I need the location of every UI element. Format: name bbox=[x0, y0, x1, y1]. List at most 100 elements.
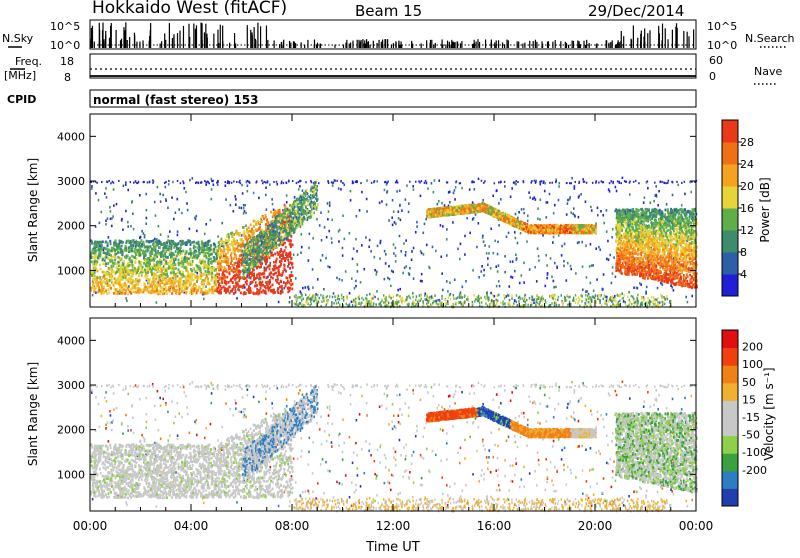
power-cell bbox=[478, 222, 480, 225]
power-cell bbox=[116, 203, 118, 206]
power-cell bbox=[111, 225, 113, 228]
power-cell bbox=[519, 282, 521, 285]
power-cell bbox=[361, 297, 362, 300]
power-cell bbox=[492, 195, 494, 198]
power-cell bbox=[327, 180, 329, 182]
power-cell bbox=[599, 296, 600, 299]
power-cell bbox=[121, 219, 123, 222]
freq-unit: [MHz] bbox=[4, 69, 36, 82]
power-cell bbox=[235, 281, 237, 284]
power-cell bbox=[538, 296, 539, 299]
power-cell bbox=[545, 254, 547, 257]
power-cell bbox=[459, 296, 460, 299]
power-cell bbox=[440, 255, 442, 258]
power-cell bbox=[377, 245, 379, 248]
power-cell bbox=[424, 223, 426, 226]
noise-bar bbox=[477, 39, 478, 48]
noise-bar bbox=[183, 26, 184, 48]
power-cell bbox=[332, 184, 334, 187]
power-cell bbox=[556, 304, 557, 307]
power-cell bbox=[396, 299, 397, 302]
power-cell bbox=[604, 296, 605, 299]
power-cell bbox=[490, 267, 492, 270]
power-cell bbox=[492, 294, 493, 297]
power-cell bbox=[105, 220, 107, 223]
power-cell bbox=[135, 180, 137, 183]
power-cell bbox=[221, 266, 223, 269]
power-cell bbox=[517, 181, 519, 183]
power-cell bbox=[521, 274, 523, 277]
power-cell bbox=[629, 299, 630, 302]
power-cell bbox=[338, 301, 339, 304]
power-cell bbox=[631, 303, 632, 306]
power-cell bbox=[205, 181, 207, 183]
power-cell bbox=[537, 207, 539, 210]
power-cell bbox=[558, 185, 560, 188]
power-cell bbox=[643, 201, 645, 204]
power-cell bbox=[570, 211, 572, 214]
power-cell bbox=[385, 262, 387, 265]
power-cell bbox=[602, 214, 604, 217]
power-cell bbox=[660, 294, 661, 297]
noise-bar bbox=[378, 40, 379, 48]
power-cell bbox=[687, 301, 689, 304]
power-cell bbox=[426, 244, 428, 247]
power-cell bbox=[498, 264, 500, 267]
power-cell bbox=[200, 277, 202, 280]
power-cell bbox=[343, 184, 345, 187]
power-cell bbox=[123, 185, 125, 188]
power-cell bbox=[235, 270, 237, 273]
power-cell bbox=[393, 243, 395, 246]
power-cell bbox=[604, 300, 605, 303]
power-cell bbox=[665, 298, 666, 301]
power-cell bbox=[553, 286, 555, 289]
power-cell bbox=[225, 184, 227, 187]
power-cell bbox=[304, 286, 306, 289]
noise-bar bbox=[637, 38, 638, 48]
power-cell bbox=[308, 259, 310, 262]
power-cell bbox=[393, 302, 394, 305]
power-cell bbox=[326, 236, 328, 239]
power-cell bbox=[171, 196, 173, 199]
noise-bar bbox=[295, 43, 296, 48]
power-cell bbox=[514, 231, 516, 234]
power-cell bbox=[417, 301, 418, 304]
power-cell bbox=[360, 182, 362, 184]
power-cell bbox=[399, 295, 400, 298]
power-cell bbox=[147, 181, 149, 183]
power-cell bbox=[415, 299, 416, 302]
power-cell bbox=[375, 273, 377, 276]
power-cell bbox=[553, 236, 555, 239]
power-cell bbox=[390, 297, 391, 300]
power-cell bbox=[318, 182, 320, 184]
power-cell bbox=[653, 303, 654, 306]
noise-bar bbox=[169, 23, 170, 48]
power-cell bbox=[400, 219, 402, 222]
power-cell bbox=[388, 302, 389, 305]
power-cell bbox=[588, 297, 589, 300]
power-cell bbox=[357, 270, 359, 273]
power-cell bbox=[423, 253, 425, 256]
noise-bar bbox=[274, 40, 275, 48]
power-cell bbox=[158, 280, 160, 283]
power-cell bbox=[586, 276, 588, 279]
power-cell bbox=[374, 256, 376, 259]
power-cell bbox=[196, 215, 198, 218]
power-cell bbox=[441, 295, 442, 298]
power-cell bbox=[637, 294, 638, 297]
power-cell bbox=[374, 296, 376, 299]
power-cell bbox=[203, 286, 205, 289]
power-cell bbox=[511, 297, 512, 300]
power-cell bbox=[247, 238, 249, 241]
noise-bar bbox=[142, 40, 143, 48]
power-cell bbox=[545, 301, 546, 304]
power-cell bbox=[503, 294, 504, 297]
power-cell bbox=[420, 294, 421, 297]
power-cell bbox=[344, 238, 346, 241]
power-cell bbox=[460, 243, 462, 246]
power-cell bbox=[506, 235, 508, 238]
power-cell bbox=[319, 224, 321, 227]
power-cell bbox=[300, 180, 302, 182]
